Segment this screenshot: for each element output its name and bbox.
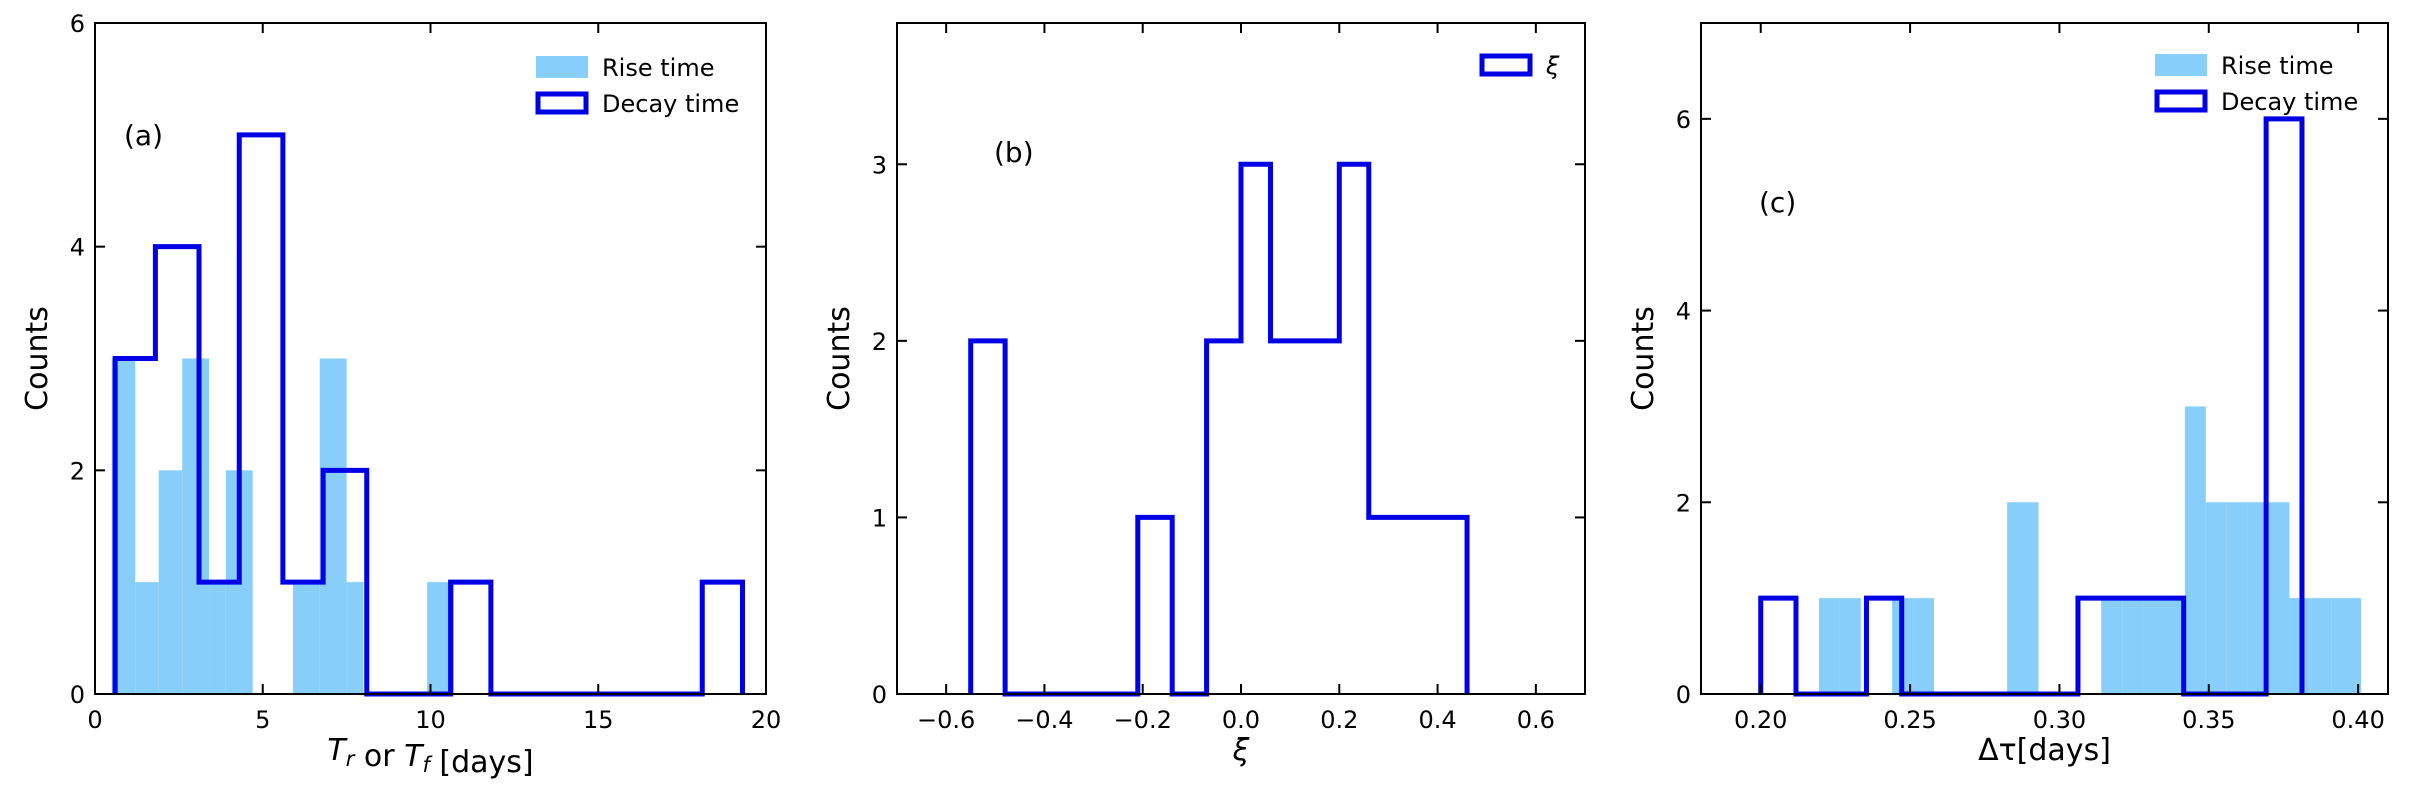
y-tick-label: 4 [70, 234, 85, 262]
rise-time-bar [111, 358, 136, 694]
panel-c-ticks: 0.20 0.25 0.30 0.35 0.40 0 2 4 6 [1676, 23, 2388, 734]
y-tick-label: 0 [872, 681, 887, 709]
rise-time-bar [2205, 502, 2227, 694]
rise-time-bar [2184, 406, 2206, 694]
legend-swatch-rise [536, 56, 588, 78]
y-tick-label: 2 [70, 457, 85, 485]
y-tick-label: 0 [70, 681, 85, 709]
x-tick-label: −0.4 [1015, 706, 1073, 734]
panel-b-histogram: −0.6 −0.4 −0.2 0.0 0.2 0.4 0.6 0 1 2 3 (b) ξ Count… [822, 22, 1586, 768]
y-tick-label: 2 [872, 328, 887, 356]
panel-c-y-axis-label: Counts [1626, 306, 1661, 411]
rise-time-bar [209, 582, 226, 694]
legend-label: Decay time [2221, 88, 2358, 116]
y-tick-label: 0 [1676, 681, 1691, 709]
y-tick-label: 3 [872, 151, 887, 179]
legend-swatch-step [1479, 53, 1533, 77]
x-tick-label: 0.0 [1222, 706, 1260, 734]
rise-time-bar [1818, 598, 1840, 694]
rise-time-bar [2226, 502, 2248, 694]
panel-a-x-axis-label: Tr or Tf [days] [327, 733, 533, 780]
rise-time-bar [2007, 502, 2039, 694]
xi-histogram-step [968, 161, 1470, 697]
rise-time-bar [2143, 598, 2164, 694]
rise-time-bar [2268, 502, 2290, 694]
y-tick-label: 6 [70, 10, 85, 38]
x-tick-label: 0.6 [1517, 706, 1555, 734]
x-tick-label: 5 [255, 706, 270, 734]
rise-time-bar [1839, 598, 1861, 694]
panel-c-marks [1758, 116, 2362, 697]
rise-time-bar [2163, 598, 2185, 694]
x-tick-label: 0.35 [2182, 706, 2235, 734]
legend-label: Rise time [2221, 52, 2333, 80]
panel-c-tag: (c) [1759, 186, 1796, 219]
legend-label: Rise time [602, 54, 714, 82]
rise-time-bar [292, 582, 320, 694]
panel-a-ticks: 0 5 10 15 20 0 2 4 6 [70, 10, 782, 734]
panel-a-tag: (a) [124, 119, 163, 152]
panel-a-y-axis-label: Counts [20, 306, 55, 411]
x-tick-label: 10 [415, 706, 446, 734]
y-tick-label: 6 [1676, 106, 1691, 134]
rise-time-bar [1913, 598, 1934, 694]
rise-time-bar [2331, 598, 2362, 694]
rise-time-bar [135, 582, 159, 694]
x-tick-label: −0.6 [917, 706, 975, 734]
y-tick-label: 4 [1676, 298, 1691, 326]
legend-label: Decay time [602, 90, 739, 118]
panel-b-marks [968, 161, 1470, 697]
x-tick-label: 0.25 [1883, 706, 1936, 734]
rise-time-bar [346, 582, 364, 694]
x-tick-label: 0.40 [2331, 706, 2384, 734]
rise-time-bar [158, 470, 183, 694]
panel-c-frame [1700, 22, 2389, 695]
legend-label: ξ [1545, 52, 1560, 80]
x-tick-label: 0.2 [1320, 706, 1358, 734]
legend-swatch-step [535, 91, 589, 115]
panel-b-ticks: −0.6 −0.4 −0.2 0.0 0.2 0.4 0.6 0 1 2 3 [872, 23, 1585, 734]
panel-b-frame [896, 22, 1586, 695]
y-tick-label: 2 [1676, 489, 1691, 517]
y-tick-label: 1 [872, 504, 887, 532]
x-tick-label: −0.2 [1114, 706, 1172, 734]
rise-time-bar [2310, 598, 2332, 694]
rise-time-bar [2247, 502, 2269, 694]
panel-a-legend: Rise time Decay time [535, 54, 739, 118]
panel-b-legend: ξ [1479, 52, 1560, 80]
x-tick-label: 0.30 [2033, 706, 2086, 734]
rise-time-bar [2122, 598, 2144, 694]
legend-swatch-rise [2155, 54, 2207, 76]
rise-time-bar [182, 358, 210, 694]
legend-swatch-step [2154, 89, 2208, 113]
x-tick-label: 15 [583, 706, 614, 734]
x-tick-label: 0 [87, 706, 102, 734]
panel-c-histogram: 0.20 0.25 0.30 0.35 0.40 0 2 4 6 (c) Δτ[days] Co… [1626, 22, 2389, 768]
panel-b-tag: (b) [994, 136, 1034, 169]
panel-c-legend: Rise time Decay time [2154, 52, 2358, 116]
rise-time-bar [2101, 598, 2123, 694]
panel-a-marks [111, 132, 746, 697]
panel-b-y-axis-label: Counts [822, 306, 857, 411]
panel-c-x-axis-label: Δτ[days] [1978, 733, 2111, 768]
x-tick-label: 20 [751, 706, 782, 734]
x-tick-label: 0.4 [1418, 706, 1456, 734]
panel-b-x-axis-label: ξ [1232, 733, 1250, 768]
x-tick-label: 0.20 [1734, 706, 1787, 734]
